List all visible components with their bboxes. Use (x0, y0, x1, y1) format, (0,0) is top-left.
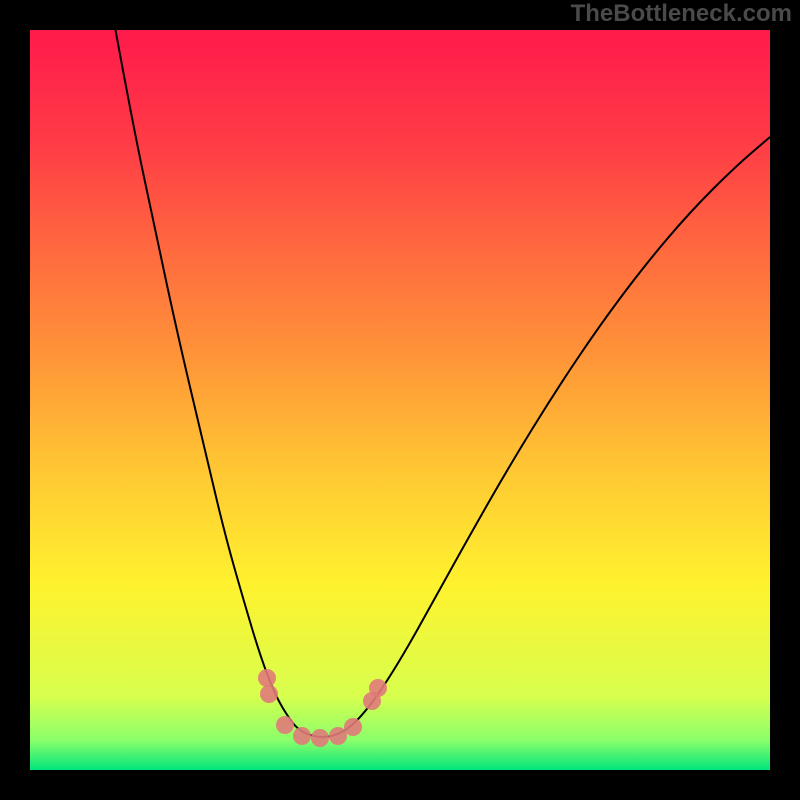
curve-marker (369, 679, 387, 697)
chart-canvas: TheBottleneck.com (0, 0, 800, 800)
curve-marker (276, 716, 294, 734)
chart-svg (0, 0, 800, 800)
curve-marker (293, 727, 311, 745)
curve-marker (260, 685, 278, 703)
curve-marker (311, 729, 329, 747)
curve-marker (258, 669, 276, 687)
watermark-text: TheBottleneck.com (571, 0, 792, 28)
curve-marker (329, 727, 347, 745)
curve-marker (344, 718, 362, 736)
